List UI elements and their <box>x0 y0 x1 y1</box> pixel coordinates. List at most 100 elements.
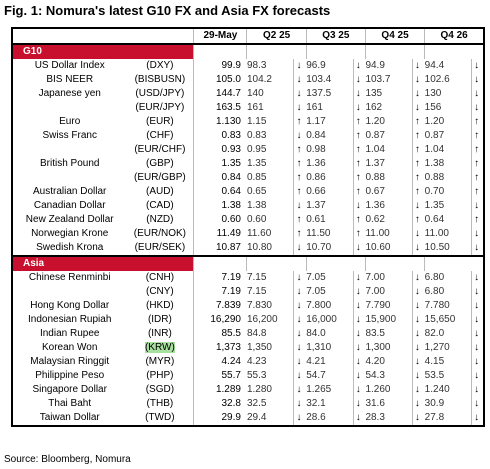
row: Taiwan Dollar (TWD) 29.9 29.4 ↓ 28.6 ↓ 28.3 ↓ 27.… <box>12 411 484 427</box>
currency-name: Singapore Dollar <box>32 384 107 395</box>
section-row: G10 <box>11 44 484 59</box>
value: ↓ <box>471 355 484 369</box>
value: 0.83 <box>193 129 247 143</box>
value: ↑ <box>293 213 307 227</box>
value: 0.84 <box>193 171 247 185</box>
value: 0.93 <box>193 143 247 157</box>
currency-code: (EUR) <box>145 116 174 127</box>
value: 0.64 <box>193 185 247 199</box>
value: ↓ <box>411 411 425 427</box>
row: Euro (EUR) 1.130 1.15 ↑ 1.17 ↑ 1.20 ↑ 1.20 ↑ <box>12 115 484 129</box>
direction-arrow: 10.50 <box>424 241 472 257</box>
direction-arrow: 1.20 <box>424 116 445 127</box>
row: Swiss Franc (CHF) 0.83 0.83 ↓ 0.84 ↑ 0.87 ↑ 0.87 ↑ <box>12 129 484 143</box>
currency-name: Korean Won <box>42 342 98 353</box>
direction-arrow: 7.00 <box>365 272 385 283</box>
direction-arrow: 1.260 <box>365 384 391 395</box>
value: ↑ <box>471 213 484 227</box>
currency-name: Taiwan Dollar <box>12 411 127 427</box>
cell <box>364 44 425 59</box>
direction-arrow: 0.85 <box>246 172 267 183</box>
currency-code: (EUR/SEK) <box>126 241 194 257</box>
value: ↑ <box>411 185 425 199</box>
value: ↓ <box>411 73 425 87</box>
value: ↓ <box>293 341 307 355</box>
currency-code: (KRW) <box>126 341 193 355</box>
direction-arrow: 161 <box>306 102 323 113</box>
value: ↓ <box>352 59 366 73</box>
row: Australian Dollar (AUD) 0.64 0.65 ↑ 0.66 ↑ 0.67… <box>12 185 484 199</box>
value: ↓ <box>411 397 425 411</box>
direction-arrow: 11.00 <box>424 228 449 239</box>
value: ↓ <box>411 241 425 257</box>
value: ↑ <box>352 115 366 129</box>
value: ↓ <box>293 369 307 383</box>
value: ↓ <box>471 397 484 411</box>
currency-code: (EUR/JPY) <box>135 102 185 113</box>
currency-name: Australian Dollar <box>33 186 107 197</box>
value: ↓ <box>471 327 484 341</box>
direction-arrow: 0.86 <box>306 172 326 183</box>
cell <box>246 256 307 271</box>
value: ↓ <box>352 355 366 369</box>
value: ↓ <box>411 285 425 299</box>
value: 55.7 <box>193 369 247 383</box>
direction-arrow: 135 <box>365 88 383 99</box>
direction-arrow: 31.6 <box>365 398 385 409</box>
currency-name: Malaysian Ringgit <box>30 356 110 367</box>
row: BIS NEER (BISBUSN) 105.0 104.2 ↓ 103.4 ↓ 103.7 ↓… <box>12 73 484 87</box>
currency-code: (BISBUSN) <box>134 74 186 85</box>
currency-name <box>12 285 126 299</box>
value: ↓ <box>293 73 307 87</box>
value: ↓ <box>411 59 425 73</box>
direction-arrow: 1,300 <box>365 342 391 353</box>
direction-arrow: 15,650 <box>424 314 456 325</box>
currency-code: (CAD) <box>145 200 174 211</box>
value: 10.87 <box>193 241 247 257</box>
value: 7.19 <box>193 271 247 285</box>
value: 1.35 <box>193 157 247 171</box>
currency-name: Chinese Renminbi <box>28 272 111 283</box>
direction-arrow: 4.20 <box>365 356 385 367</box>
currency-code: (CNH) <box>145 272 175 283</box>
value: ↑ <box>471 157 484 171</box>
direction-arrow: 103.4 <box>306 74 332 85</box>
currency-name: Canadian Dollar <box>33 200 106 211</box>
direction-arrow: 0.66 <box>306 186 326 197</box>
value: ↓ <box>293 241 307 257</box>
header-cell: Q2 25 <box>246 28 307 45</box>
value: ↑ <box>411 213 425 227</box>
direction-arrow: 1.265 <box>306 384 332 395</box>
direction-arrow: 0.67 <box>365 186 385 197</box>
value: ↑ <box>352 213 366 227</box>
direction-arrow: 4.21 <box>306 356 326 367</box>
header-row: 29-May Q2 25 Q3 25 Q4 25 Q4 26 <box>12 28 484 45</box>
cell <box>424 44 484 59</box>
value: ↓ <box>471 369 484 383</box>
value: ↓ <box>352 369 366 383</box>
value: ↑ <box>471 143 484 157</box>
value: ↑ <box>411 157 425 171</box>
value: ↓ <box>293 383 307 397</box>
value: ↓ <box>471 73 484 87</box>
value: ↓ <box>411 87 425 101</box>
value: ↓ <box>293 101 307 115</box>
value: ↓ <box>471 59 484 73</box>
value: ↑ <box>293 227 307 241</box>
value: ↓ <box>411 383 425 397</box>
direction-arrow: 1.280 <box>246 384 272 395</box>
direction-arrow: 11.60 <box>246 228 272 239</box>
value: ↓ <box>293 397 307 411</box>
direction-arrow: 1.15 <box>246 116 267 127</box>
currency-name: BIS NEER <box>46 74 94 85</box>
value: ↑ <box>411 171 425 185</box>
direction-arrow: 11.00 <box>365 228 390 239</box>
currency-code: (USD/JPY) <box>135 88 185 99</box>
header-cell <box>12 28 194 45</box>
direction-arrow: 7.800 <box>306 300 332 311</box>
cell <box>193 44 247 59</box>
value: ↓ <box>352 101 366 115</box>
value: ↓ <box>471 101 484 115</box>
direction-arrow: 1.04 <box>424 144 445 155</box>
value: 99.9 <box>193 59 247 73</box>
